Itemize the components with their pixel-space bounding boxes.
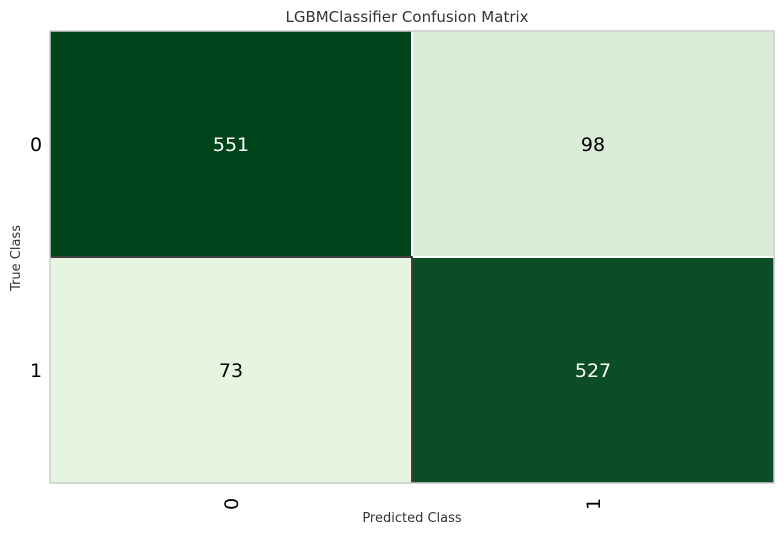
x-axis-label: Predicted Class <box>362 511 462 526</box>
cell-value-label-0-0: 551 <box>213 134 249 156</box>
cell-value-label-0-1: 98 <box>581 134 605 156</box>
chart-title: LGBMClassifier Confusion Matrix <box>285 8 528 26</box>
heatmap-cell-0-1 <box>412 31 774 257</box>
y-tick-label-1: 1 <box>30 360 42 382</box>
heatmap-cell-1-1 <box>412 257 774 483</box>
heatmap-cell-0-0 <box>50 31 412 257</box>
x-tick-label-1: 1 <box>583 498 605 510</box>
heatmap-cells: 551 98 73 527 <box>49 30 775 484</box>
axis-ticks: 0 1 0 1 <box>30 134 605 510</box>
x-tick-label-0: 0 <box>221 498 243 510</box>
cell-value-label-1-1: 527 <box>575 360 611 382</box>
y-tick-label-0: 0 <box>30 134 42 156</box>
heatmap-cell-1-0 <box>50 257 412 483</box>
y-axis-label: True Class <box>9 225 24 292</box>
cell-value-label-1-0: 73 <box>219 360 243 382</box>
cell-highlight-border <box>50 256 413 483</box>
plot-frame <box>49 30 775 484</box>
